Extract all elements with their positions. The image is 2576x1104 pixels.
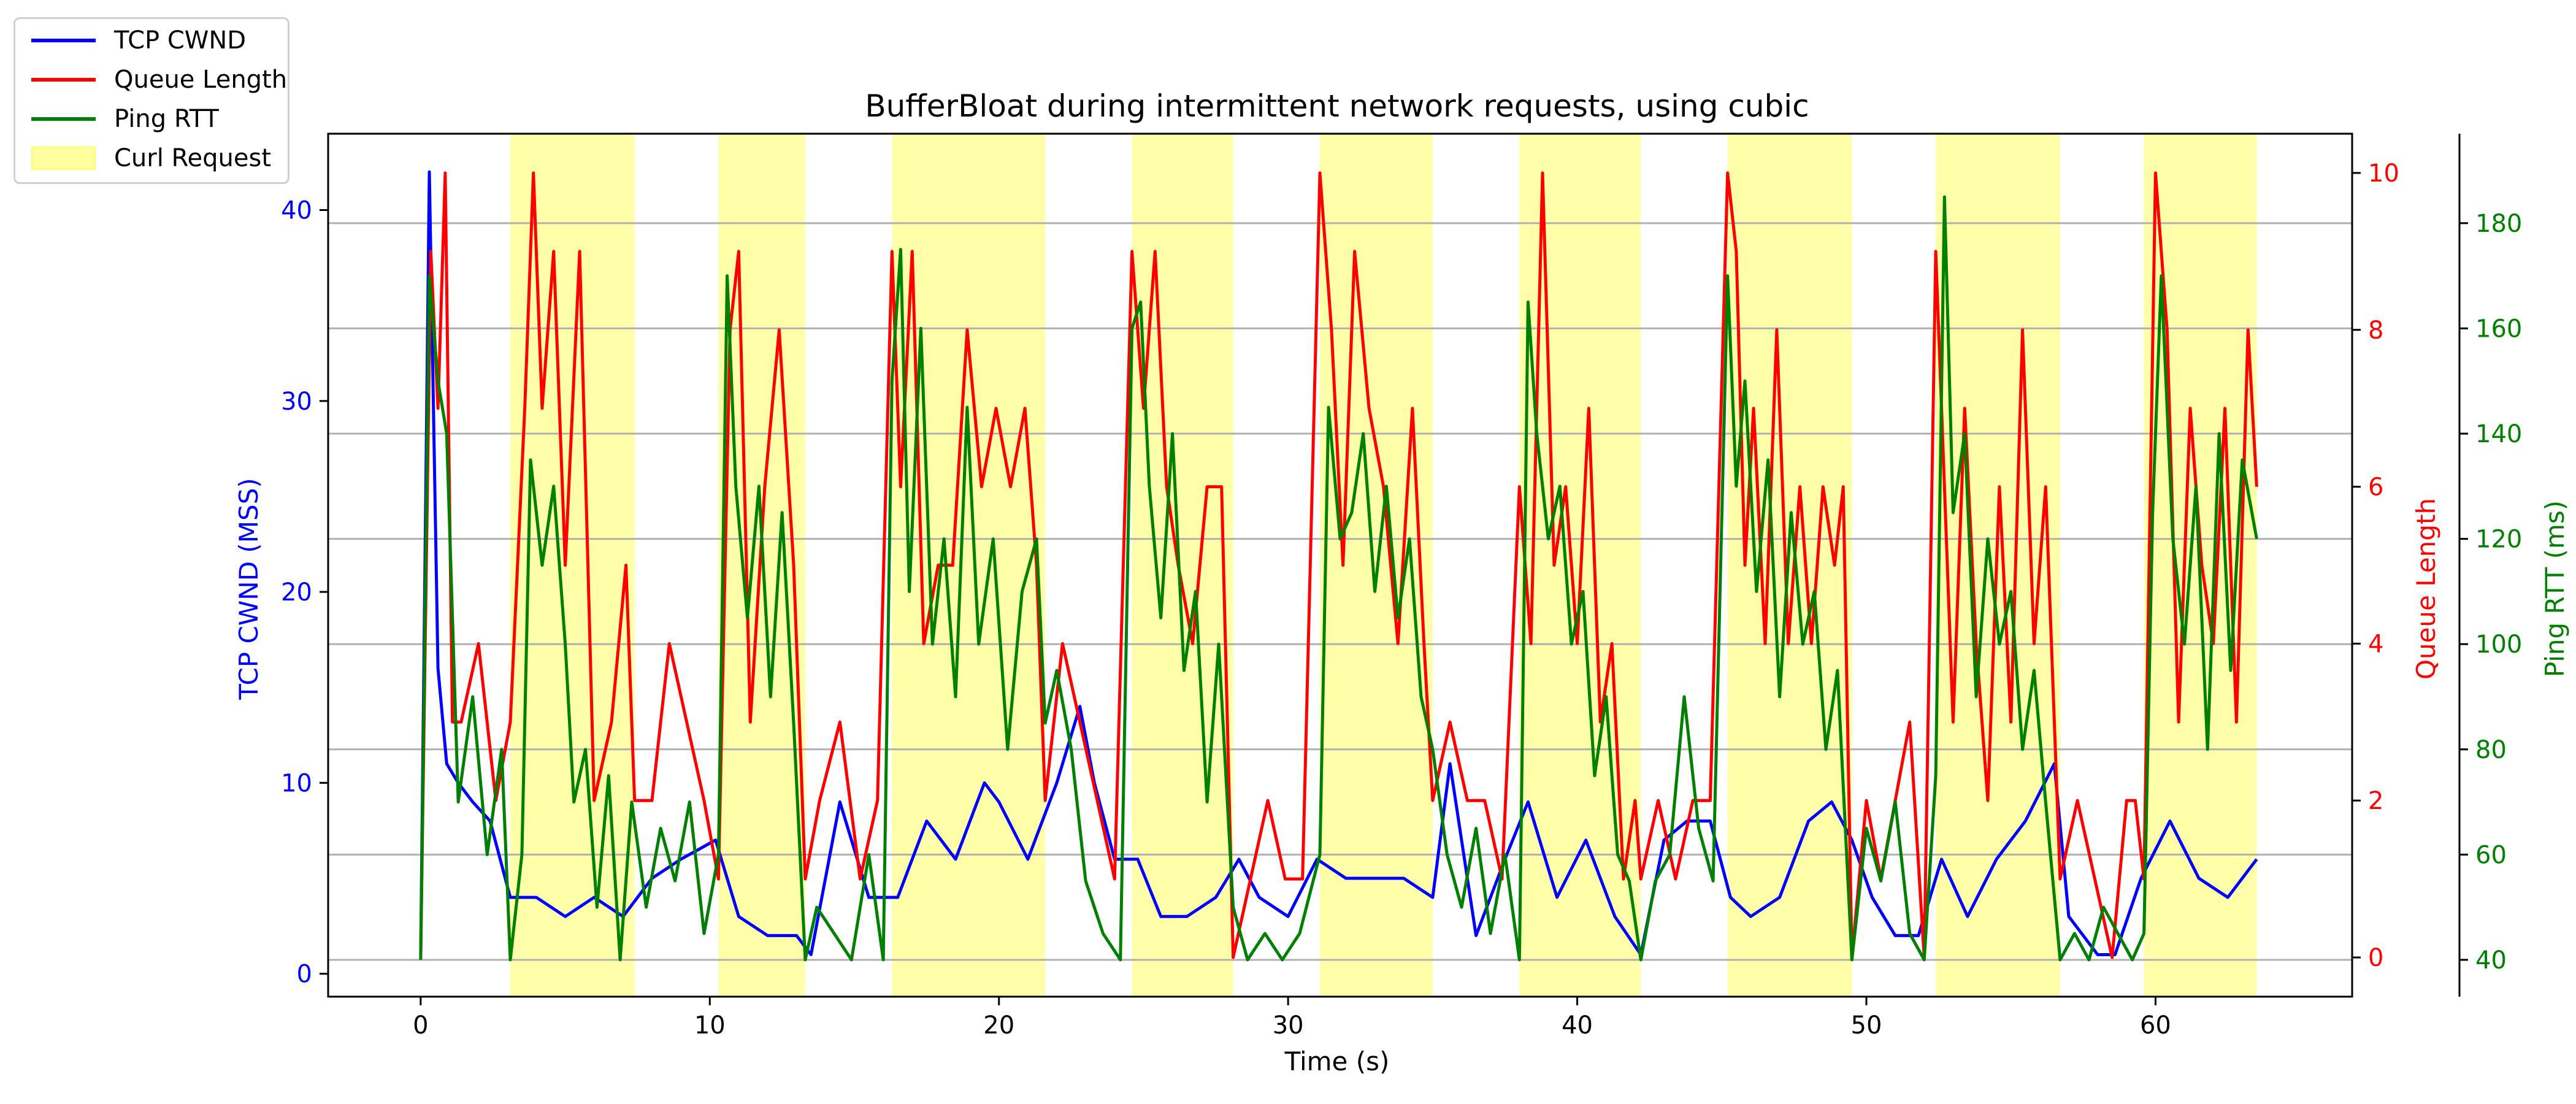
queue-axis-label: Queue Length bbox=[2411, 498, 2441, 680]
legend-label-ping-rtt: Ping RTT bbox=[114, 105, 219, 133]
queue-tick-label-10: 10 bbox=[2368, 159, 2399, 188]
legend-swatch-queue-length bbox=[31, 78, 96, 82]
curl-request-band-3 bbox=[892, 134, 1046, 997]
legend-label-queue-length: Queue Length bbox=[114, 66, 288, 94]
queue-tick-label-6: 6 bbox=[2368, 473, 2383, 502]
legend-swatch-tcp-cwnd bbox=[31, 39, 96, 42]
x-tick-label-60: 60 bbox=[2140, 1011, 2171, 1040]
legend-swatch-curl-request bbox=[31, 147, 96, 170]
series-line-tcp-cwnd bbox=[419, 170, 2258, 956]
rtt-tick-label-60: 60 bbox=[2475, 841, 2507, 869]
rtt-tick-label-140: 140 bbox=[2475, 420, 2522, 448]
curl-request-band-7 bbox=[1727, 134, 1852, 997]
curl-request-bands bbox=[510, 134, 2257, 997]
legend-item-queue-length: Queue Length bbox=[31, 63, 287, 96]
legend-label-tcp-cwnd: TCP CWND bbox=[114, 26, 247, 55]
cwnd-tick-label-0: 0 bbox=[297, 960, 312, 989]
x-tick-label-40: 40 bbox=[1562, 1011, 1593, 1040]
x-tick-label-0: 0 bbox=[413, 1011, 428, 1040]
axes: 0 10 20 30 40 50 60 0 10 20 30 40 0 2 4 6 8 10 40 60 80 100 12… bbox=[281, 132, 2522, 1040]
x-axis-label: Time (s) bbox=[1284, 1046, 1390, 1076]
queue-tick-label-4: 4 bbox=[2368, 630, 2383, 658]
queue-tick-label-0: 0 bbox=[2368, 944, 2383, 972]
chart-title: BufferBloat during intermittent network … bbox=[865, 88, 1809, 124]
rtt-tick-label-80: 80 bbox=[2475, 736, 2507, 764]
queue-tick-label-8: 8 bbox=[2368, 316, 2383, 345]
cwnd-tick-label-30: 30 bbox=[281, 388, 312, 416]
legend: TCP CWND Queue Length Ping RTT Curl Requ… bbox=[13, 17, 289, 184]
cwnd-tick-label-40: 40 bbox=[281, 197, 312, 225]
x-tick-label-10: 10 bbox=[694, 1011, 726, 1040]
series-lines bbox=[419, 170, 2258, 962]
rtt-tick-label-180: 180 bbox=[2475, 210, 2522, 238]
curl-request-band-4 bbox=[1132, 134, 1233, 997]
x-tick-label-50: 50 bbox=[1851, 1011, 1882, 1040]
rtt-tick-label-120: 120 bbox=[2475, 526, 2522, 554]
rtt-tick-label-40: 40 bbox=[2475, 946, 2507, 975]
cwnd-tick-label-10: 10 bbox=[281, 769, 312, 797]
rtt-tick-label-160: 160 bbox=[2475, 315, 2522, 343]
legend-item-ping-rtt: Ping RTT bbox=[31, 102, 219, 136]
series-line-ping-rtt bbox=[419, 195, 2258, 962]
legend-swatch-ping-rtt bbox=[31, 117, 96, 121]
rtt-axis-label: Ping RTT (ms) bbox=[2540, 500, 2570, 677]
cwnd-tick-label-20: 20 bbox=[281, 578, 312, 607]
plot-frame bbox=[327, 132, 2353, 998]
legend-item-curl-request: Curl Request bbox=[31, 142, 271, 175]
legend-item-tcp-cwnd: TCP CWND bbox=[31, 24, 246, 57]
cwnd-axis-label: TCP CWND (MSS) bbox=[234, 478, 264, 700]
x-tick-label-30: 30 bbox=[1273, 1011, 1304, 1040]
rtt-tick-label-100: 100 bbox=[2475, 631, 2522, 659]
x-tick-label-20: 20 bbox=[983, 1011, 1014, 1040]
legend-label-curl-request: Curl Request bbox=[114, 144, 272, 172]
queue-tick-label-2: 2 bbox=[2368, 787, 2383, 815]
